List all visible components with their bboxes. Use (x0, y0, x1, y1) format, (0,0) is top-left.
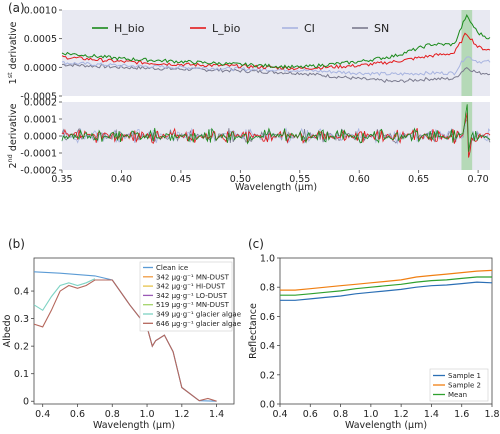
legend-box-b (139, 261, 233, 332)
series-line-c-sample-2 (280, 269, 493, 291)
c-xtick-label: 1.8 (484, 409, 499, 420)
legend-label-c: Sample 1 (448, 372, 481, 380)
a-top-ytick-label: -0.0005 (20, 92, 57, 103)
panel-label-b: (b) (8, 237, 25, 251)
b-xtick-label: 0.6 (70, 409, 85, 420)
a-bottom-ytick-label: 0.0000 (24, 132, 57, 143)
a-xtick-label: 0.50 (230, 174, 251, 185)
series-line-b (33, 279, 217, 402)
c-ytick-label: 0.6 (260, 312, 275, 323)
b-ytick-label: 0.2 (14, 342, 29, 353)
a-xtick-label: 0.70 (468, 174, 489, 185)
panel-label-c: (c) (248, 237, 264, 251)
b-xlabel: Wavelength (μm) (93, 420, 175, 431)
series-line-a-top-sn (61, 63, 491, 84)
a-bottom-ytick-label: 0.0002 (24, 98, 57, 109)
b-ytick-label: 0.3 (14, 314, 29, 325)
b-ytick-label: 0.1 (14, 369, 29, 380)
series-line-a-top-h_bio (61, 13, 491, 70)
a-xlabel: Wavelength (μm) (235, 182, 317, 193)
b-ytick-label: 0 (23, 397, 29, 408)
panel-a-bottom: 0.0002 0.0001 0.0000 -0.0001 -0.0002 0.35 0.4… (6, 98, 491, 193)
a-bottom-ytick-label: 0.0001 (24, 115, 57, 126)
c-xtick-label: 1.6 (454, 409, 469, 420)
c-xtick-label: 1.4 (424, 409, 439, 420)
highlight-band-a-top (461, 10, 473, 96)
a-xtick-label: 0.65 (408, 174, 429, 185)
a-top-ytick-label: 0.0000 (24, 63, 57, 74)
series-line-a-bottom-h_bio (61, 104, 491, 152)
panel-c: 0.4 0.6 0.8 1.0 1.2 1.4 1.6 1.8 0.0 0.2 0.4 0.6 0.8 1… (248, 254, 500, 432)
a-xtick-label: 0.55 (289, 174, 310, 185)
legend-label-h_bio: H_bio (114, 22, 145, 35)
series-line-a-top-ci (61, 56, 491, 76)
a-xtick-label: 0.35 (51, 174, 72, 185)
legend-label-c: Mean (448, 391, 467, 399)
series-line-a-top-l_bio (61, 32, 491, 71)
series-line-b (33, 278, 96, 312)
a-xtick-label: 0.60 (349, 174, 370, 185)
a-top-ytick-label: 0.0005 (24, 34, 57, 45)
legend-label-b: 646 μg·g⁻¹ glacier algae (156, 320, 241, 328)
panel-a-top: 0.0010 0.0005 0.0000 -0.0005 1st derivative… (6, 6, 491, 103)
c-xlabel: Wavelength (μm) (345, 420, 427, 431)
b-xtick-label: 1.4 (209, 409, 224, 420)
highlight-band-a-bottom (461, 102, 473, 170)
a-top-ylabel: 1st derivative (6, 21, 19, 84)
a-bottom-ytick-label: -0.0001 (20, 149, 57, 160)
c-ylabel: Reflectance (248, 303, 259, 359)
legend-label-b: 519 μg·g⁻¹ MN-DUST (156, 301, 230, 309)
b-xtick-label: 0.4 (35, 409, 50, 420)
c-xtick-label: 0.6 (303, 409, 318, 420)
c-xtick-label: 1.0 (363, 409, 378, 420)
a-xtick-label: 0.40 (111, 174, 132, 185)
c-ytick-label: 0.2 (260, 370, 275, 381)
series-line-c-sample-1 (280, 281, 493, 301)
legend-label-ci: CI (304, 22, 315, 35)
b-xtick-label: 0.8 (105, 409, 120, 420)
a-top-ytick-label: 0.0010 (24, 6, 57, 17)
legend-label-c: Sample 2 (448, 382, 481, 390)
c-xtick-label: 1.2 (394, 409, 409, 420)
legend-label-b: 342 μg·g⁻¹ HI-DUST (156, 283, 226, 291)
b-ylabel: Albedo (2, 314, 13, 347)
panel-label-a: (a) (8, 1, 25, 15)
a-xtick-label: 0.45 (170, 174, 191, 185)
a-bottom-ylabel: 2nd derivative (6, 103, 19, 168)
legend-label-b: 349 μg·g⁻¹ glacier algae (156, 311, 241, 319)
legend-label-b: 342 μg·g⁻¹ LO-DUST (156, 292, 228, 300)
c-xtick-label: 0.4 (272, 409, 287, 420)
legend-label-l_bio: L_bio (212, 22, 241, 35)
legend-label-b: Clean ice (156, 264, 188, 272)
c-ytick-label: 0.8 (260, 283, 275, 294)
legend-label-b: 342 μg·g⁻¹ MN-DUST (156, 273, 230, 281)
c-xtick-label: 0.8 (333, 409, 348, 420)
legend-label-sn: SN (374, 22, 389, 35)
c-ytick-label: 1.0 (260, 254, 275, 265)
series-line-c-mean (280, 276, 492, 296)
b-ytick-label: 0.4 (14, 287, 29, 298)
c-ytick-label: 0.0 (260, 400, 275, 411)
a-bottom-ytick-label: -0.0002 (20, 166, 57, 177)
plot-area-a-top (62, 10, 490, 96)
panel-b: 0.4 0.6 0.8 1.0 1.2 1.4 0 0.1 0.2 0.3 0.4 Clean ic… (2, 257, 241, 431)
legend-a: H_bio L_bio CI SN (92, 22, 389, 35)
b-xtick-label: 1.2 (174, 409, 189, 420)
b-xtick-label: 1.0 (139, 409, 154, 420)
c-ytick-label: 0.4 (260, 341, 275, 352)
